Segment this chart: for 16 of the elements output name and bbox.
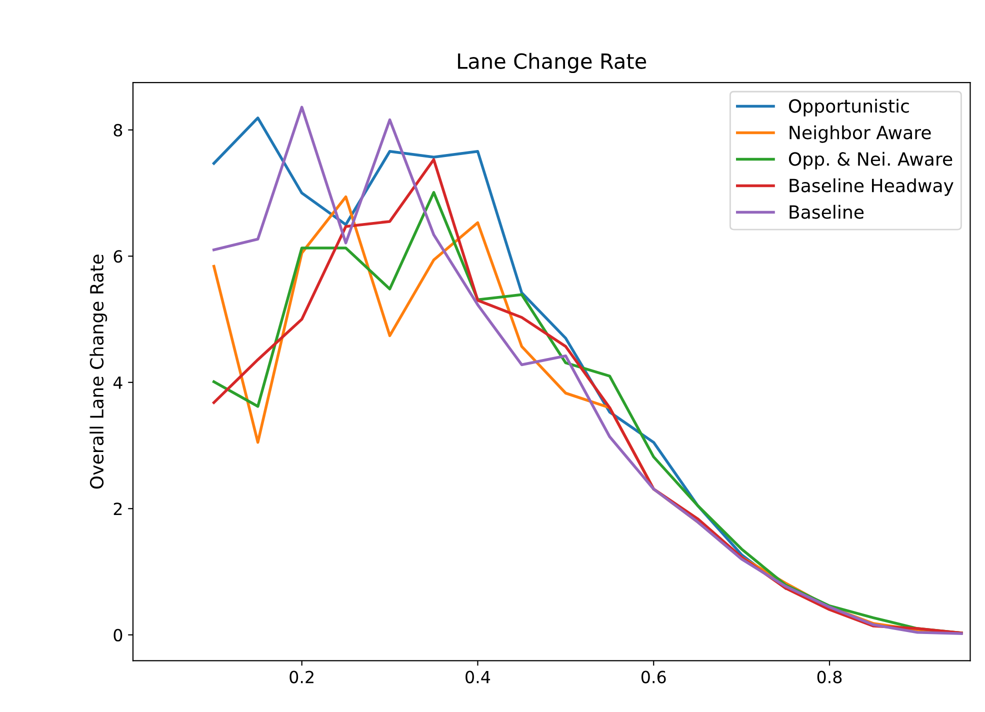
chart-title: Lane Change Rate	[458, 52, 646, 74]
x-tick-label: 0.6	[641, 670, 666, 684]
x-tick-label: 0.8	[817, 670, 842, 684]
y-axis-title: Overall Lane Change Rate	[90, 254, 108, 489]
legend-label: Neighbor Aware	[790, 125, 931, 143]
y-tick-label: 2	[114, 502, 122, 515]
x-tick-label: 0.4	[466, 670, 490, 684]
legend-label: Baseline	[790, 204, 864, 219]
y-tick-label: 8	[114, 124, 122, 136]
y-tick-label: 4	[113, 376, 122, 389]
legend-label: Opp. & Nei. Aware	[788, 152, 952, 170]
x-tick-label: 0.2	[290, 670, 314, 684]
legend-label: Baseline Headway	[790, 178, 954, 196]
y-tick-label: 6	[114, 250, 122, 263]
legend-label: Opportunistic	[788, 98, 909, 116]
y-tick-label: 0	[114, 628, 122, 642]
